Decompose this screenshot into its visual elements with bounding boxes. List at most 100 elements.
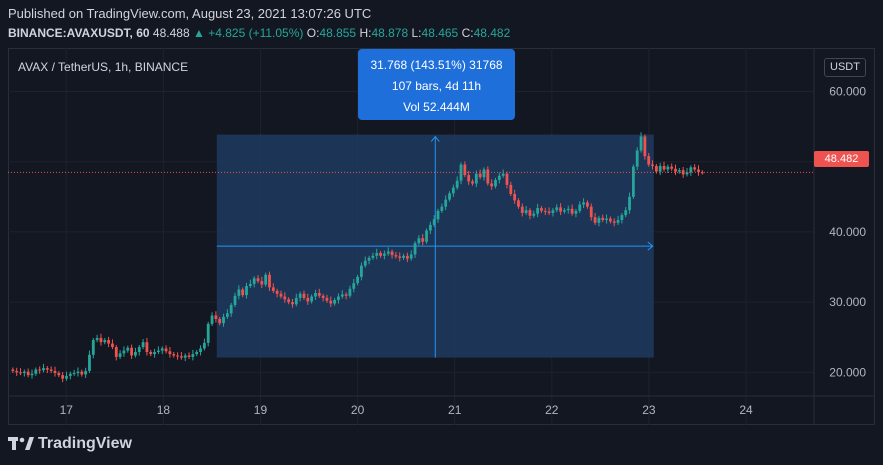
candle-body [517,200,520,207]
candle-body [141,342,145,348]
candle-body [677,170,681,172]
candle-body [333,300,337,304]
candle-body [494,179,497,187]
candle-body [26,371,30,376]
change-up-icon: ▲ [192,26,205,40]
candle-body [95,337,99,341]
candle-body [348,288,352,296]
candle-body [340,294,344,297]
measure-tooltip: 31.768 (143.51%) 31768 107 bars, 4d 11h … [358,49,515,120]
candle-body [593,217,597,223]
candle-body [566,208,570,211]
candle-body [237,289,241,296]
published-info: Published on TradingView.com, August 23,… [8,6,372,21]
candle-body [536,208,540,214]
candle-body [693,167,697,170]
candle-body [697,169,700,173]
candle-body [658,165,662,172]
candle-body [467,175,471,182]
candle-body [486,169,490,184]
time-axis-label: 17 [60,403,74,417]
candle-body [337,296,340,301]
candle-body [425,230,428,242]
candle-body [245,285,248,296]
candle-body [651,164,654,166]
candle-body [11,369,15,371]
candle-body [111,343,114,348]
candle-body [670,166,674,169]
candle-body [474,173,478,184]
candle-body [15,370,19,373]
candle-body [168,351,172,355]
candle-body [114,347,118,357]
candle-body [620,215,624,221]
candle-body [643,136,647,157]
candle-body [61,375,65,379]
candle-body [405,255,409,259]
candle-body [103,340,107,343]
change-value: +4.825 (+11.05%) [208,26,304,40]
candle-body [428,224,432,231]
candle-body [225,313,229,317]
open-label: O: [306,26,320,40]
candle-body [202,342,206,349]
candle-body [329,300,333,304]
candle-body [317,293,321,296]
candle-body [532,213,536,216]
candle-body [134,351,137,356]
footer-logo[interactable]: TradingView [8,434,132,454]
candle-body [352,283,356,289]
open-value: 48.855 [319,26,357,40]
candle-body [314,293,317,297]
candle-body [490,183,494,187]
measure-tool[interactable] [216,134,654,358]
candle-body [482,169,486,178]
close-label: C: [461,26,474,40]
chart-frame [8,48,875,425]
time-axis-label: 19 [254,403,268,417]
candle-body [616,220,620,223]
candle-body [413,243,417,255]
candle-body [478,173,482,178]
candle-body [379,252,382,256]
candle-body [367,257,371,261]
time-axis-label: 23 [642,403,656,417]
low-value: 48.465 [421,26,459,40]
candle-body [88,354,91,371]
candle-body [356,276,359,284]
candle-body [298,293,302,298]
measure-right-arrow-icon [647,241,654,251]
candle-body [176,355,179,357]
candle-body [45,368,49,370]
candle-body [555,207,559,211]
candle-body [463,164,467,176]
candle-body [65,375,68,379]
candle-body [375,252,379,256]
candle-body [578,204,582,211]
candle-body [164,348,168,352]
measure-up-arrow-icon [430,135,440,142]
candle-body [455,180,459,188]
candle-body [432,219,436,225]
currency-button[interactable]: USDT [824,58,866,77]
candle-body [22,371,26,374]
candle-body [252,278,256,284]
candle-body [306,297,310,302]
candle-body [53,370,57,374]
candle-body [275,290,279,294]
candle-body [647,156,651,165]
candle-body [639,136,643,151]
candle-body [501,173,505,176]
candle-body [76,371,80,374]
candle-body [444,199,448,207]
symbol-name[interactable]: BINANCE:AVAXUSDT, 60 [8,26,150,40]
candle-body [34,369,38,374]
candle-body [383,253,386,256]
candle-body [597,217,601,223]
tradingview-logo-text: TradingView [38,435,132,452]
candle-body [268,274,271,288]
candle-body [654,165,658,172]
price-chart[interactable]: 171819202122232420.00030.00040.00050.000… [8,48,875,425]
measure-bars-text: 107 bars, 4d 11h [391,79,482,93]
candle-body [409,254,413,259]
